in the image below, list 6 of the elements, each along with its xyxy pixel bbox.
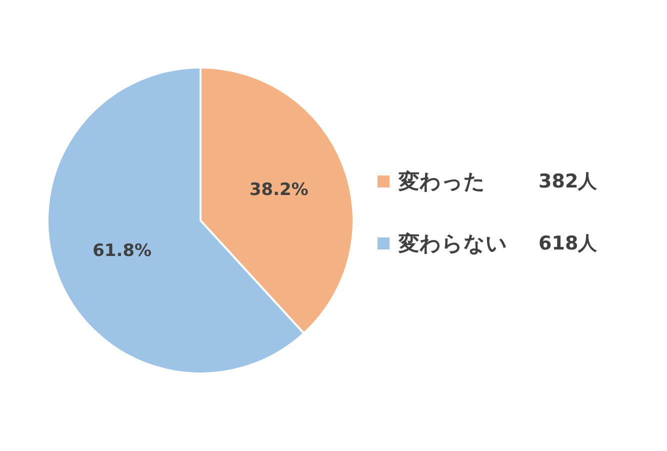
legend-label: 変わった	[398, 170, 486, 194]
data-label: 61.8%	[92, 240, 152, 261]
legend-label: 変わらない	[398, 232, 508, 256]
text: 382人	[538, 170, 598, 192]
data-label: 38.2%	[249, 180, 308, 200]
text: 618人	[538, 232, 598, 254]
